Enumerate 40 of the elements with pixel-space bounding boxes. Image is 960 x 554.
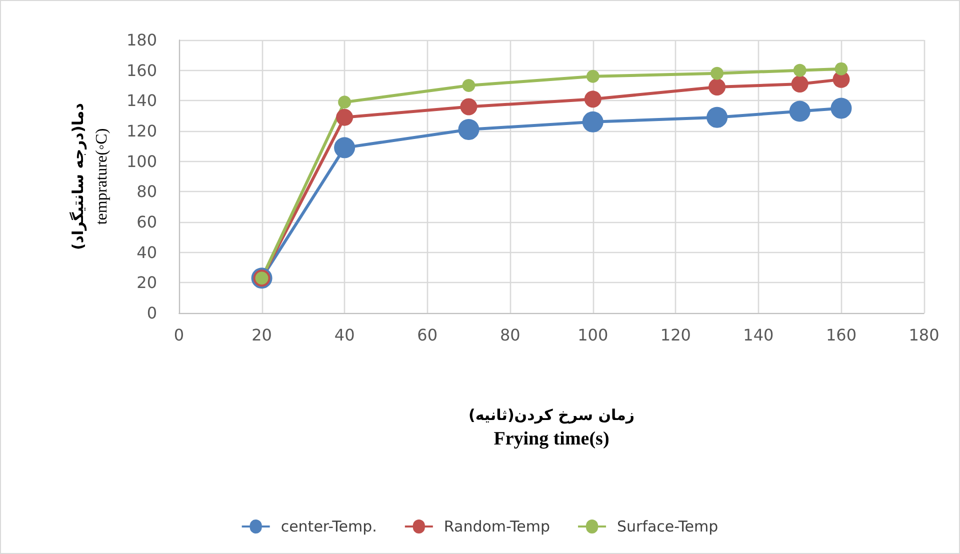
legend-label: Surface-Temp bbox=[617, 518, 718, 536]
point bbox=[708, 78, 726, 96]
point bbox=[586, 70, 600, 83]
point bbox=[336, 108, 354, 126]
y-tick-label: 40 bbox=[136, 242, 157, 262]
x-tick-label: 60 bbox=[417, 326, 438, 344]
point bbox=[789, 100, 810, 122]
legend-label: Random-Temp bbox=[444, 518, 550, 536]
y-tick-label: 140 bbox=[126, 91, 157, 110]
point bbox=[582, 111, 604, 132]
point bbox=[338, 96, 352, 109]
point bbox=[334, 137, 356, 158]
y-tick-label: 180 bbox=[126, 30, 157, 50]
point bbox=[584, 90, 602, 108]
y-tick-label: 120 bbox=[126, 122, 157, 140]
x-tick-label: 140 bbox=[743, 326, 774, 344]
x-tick-label: 40 bbox=[334, 326, 355, 344]
x-tick-label: 80 bbox=[500, 326, 520, 344]
point bbox=[458, 118, 480, 140]
x-tick-label: 20 bbox=[252, 326, 272, 344]
x-tick-label: 180 bbox=[908, 326, 940, 344]
x-tick-label: 100 bbox=[578, 326, 608, 344]
x-tick-label: 160 bbox=[826, 326, 856, 344]
y-tick-label: 80 bbox=[136, 182, 157, 202]
point bbox=[460, 98, 478, 116]
y-tick-label: 100 bbox=[126, 152, 157, 171]
y-tick-label: 0 bbox=[146, 304, 157, 322]
y-tick-label: 160 bbox=[126, 60, 157, 80]
point bbox=[793, 64, 806, 77]
point bbox=[706, 106, 728, 128]
point bbox=[830, 98, 852, 119]
x-tick-label: 120 bbox=[660, 326, 691, 344]
y-tick-label: 60 bbox=[136, 212, 157, 232]
legend-label: center-Temp. bbox=[280, 518, 377, 536]
point bbox=[462, 79, 476, 92]
y-tick-label: 20 bbox=[136, 273, 157, 292]
point bbox=[791, 75, 808, 92]
point bbox=[834, 62, 848, 76]
x-tick-label: 0 bbox=[174, 326, 184, 344]
point bbox=[710, 66, 724, 80]
